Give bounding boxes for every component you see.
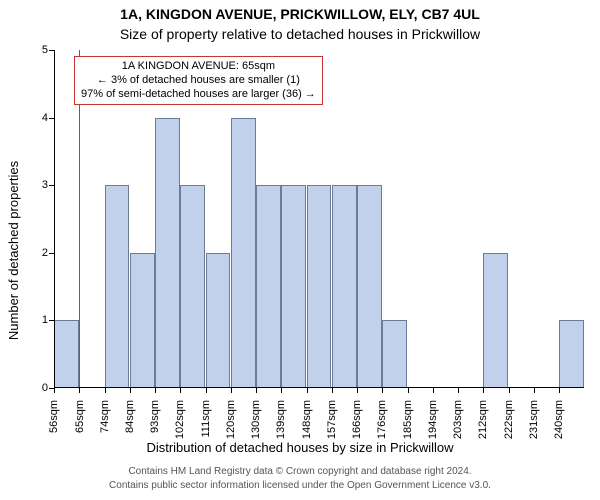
y-tick-label: 2 — [24, 247, 48, 259]
y-tick-mark — [49, 118, 54, 119]
x-tick-mark — [559, 388, 560, 393]
histogram-bar — [281, 185, 306, 388]
histogram-bar — [357, 185, 382, 388]
footer-line2: Contains public sector information licen… — [0, 480, 600, 491]
y-tick-mark — [49, 253, 54, 254]
x-tick-mark — [105, 388, 106, 393]
histogram-bar — [231, 118, 256, 388]
y-tick-label: 1 — [24, 314, 48, 326]
histogram-bar — [130, 253, 155, 388]
x-tick-mark — [231, 388, 232, 393]
histogram-bar — [206, 253, 231, 388]
info-box-line1: 1A KINGDON AVENUE: 65sqm — [81, 60, 316, 74]
x-tick-mark — [54, 388, 55, 393]
info-box-line3: 97% of semi-detached houses are larger (… — [81, 88, 316, 102]
x-tick-mark — [256, 388, 257, 393]
histogram-bar — [54, 320, 79, 388]
histogram-bar — [256, 185, 281, 388]
x-tick-mark — [357, 388, 358, 393]
x-tick-mark — [155, 388, 156, 393]
chart-title-line2: Size of property relative to detached ho… — [0, 26, 600, 42]
y-axis-title-text: Number of detached properties — [7, 160, 22, 339]
x-tick-mark — [433, 388, 434, 393]
x-tick-mark — [206, 388, 207, 393]
histogram-bar — [155, 118, 180, 388]
chart-container: 1A, KINGDON AVENUE, PRICKWILLOW, ELY, CB… — [0, 0, 600, 500]
histogram-bar — [483, 253, 508, 388]
y-tick-mark — [49, 50, 54, 51]
footer-line1: Contains HM Land Registry data © Crown c… — [0, 466, 600, 477]
y-tick-label: 0 — [24, 382, 48, 394]
x-axis-title: Distribution of detached houses by size … — [0, 440, 600, 455]
x-tick-mark — [483, 388, 484, 393]
histogram-bar — [105, 185, 130, 388]
info-box: 1A KINGDON AVENUE: 65sqm← 3% of detached… — [74, 56, 323, 105]
info-box-line2: ← 3% of detached houses are smaller (1) — [81, 74, 316, 88]
histogram-bar — [559, 320, 584, 388]
x-tick-mark — [382, 388, 383, 393]
x-tick-mark — [534, 388, 535, 393]
x-tick-mark — [509, 388, 510, 393]
x-tick-mark — [281, 388, 282, 393]
x-tick-mark — [307, 388, 308, 393]
x-tick-mark — [130, 388, 131, 393]
histogram-bar — [180, 185, 205, 388]
histogram-bar — [382, 320, 407, 388]
x-axis-line — [54, 387, 584, 388]
histogram-bar — [332, 185, 357, 388]
histogram-bar — [307, 185, 332, 388]
chart-title-line1: 1A, KINGDON AVENUE, PRICKWILLOW, ELY, CB… — [0, 6, 600, 22]
y-axis-line — [54, 50, 55, 388]
y-tick-mark — [49, 185, 54, 186]
x-tick-mark — [458, 388, 459, 393]
y-tick-mark — [49, 320, 54, 321]
x-tick-mark — [180, 388, 181, 393]
x-tick-mark — [79, 388, 80, 393]
x-tick-mark — [408, 388, 409, 393]
y-tick-label: 5 — [24, 44, 48, 56]
y-tick-mark — [49, 388, 54, 389]
y-tick-label: 4 — [24, 112, 48, 124]
y-axis-title: Number of detached properties — [6, 0, 22, 500]
x-tick-mark — [332, 388, 333, 393]
y-tick-label: 3 — [24, 179, 48, 191]
